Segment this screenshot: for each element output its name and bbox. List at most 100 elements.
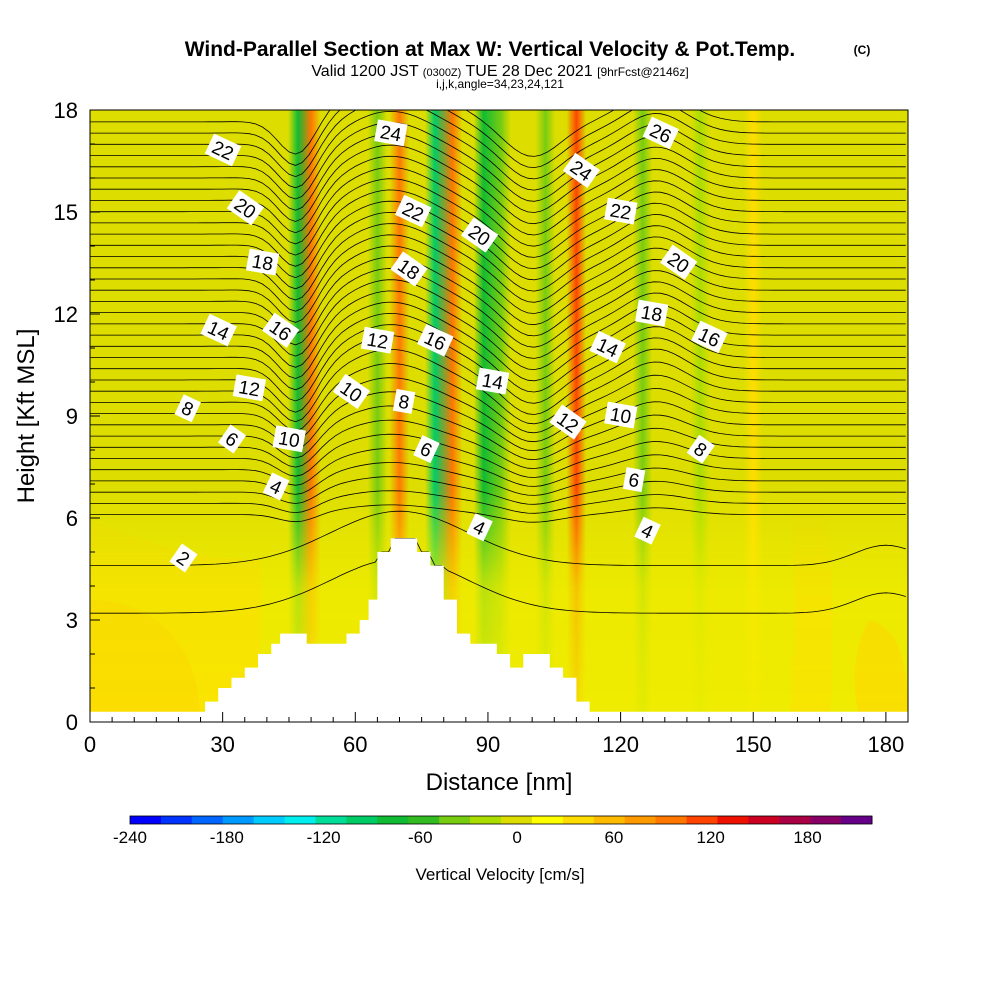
contour-label-text: 10	[277, 428, 301, 452]
contour-label: 4	[634, 516, 661, 545]
contour-label-text: 12	[237, 377, 261, 401]
contour-label: 12	[360, 326, 395, 354]
theta-contour	[90, 510, 906, 566]
contour-label-box	[390, 251, 428, 287]
colorbar-swatch	[191, 816, 224, 824]
contour-label-box	[604, 197, 638, 225]
colorbar-swatch	[655, 816, 687, 824]
colorbar-swatch	[810, 816, 842, 824]
contour-label-box	[226, 190, 264, 226]
contour-label: 10	[272, 425, 306, 452]
contour-label-text: 12	[365, 330, 389, 354]
colorbar-swatch	[346, 816, 378, 824]
contour-label-box	[604, 401, 638, 429]
chart-title: Wind-Parallel Section at Max W: Vertical…	[185, 38, 796, 61]
contour-label-box	[245, 248, 280, 276]
contour-label-box	[622, 467, 646, 493]
contour-label-text: 14	[480, 370, 505, 394]
x-tick-label: 120	[602, 732, 639, 757]
contour-label-box	[200, 313, 237, 347]
colorbar-tick-label: -60	[408, 828, 433, 847]
contour-label-box	[589, 330, 626, 364]
contour-label-box	[174, 394, 201, 423]
subtitle-valid: Valid 1200 JST	[311, 63, 419, 80]
theta-contour	[90, 223, 906, 303]
y-tick-label: 6	[66, 506, 78, 531]
colorbar-swatch	[624, 816, 657, 824]
y-tick-label: 12	[54, 302, 78, 327]
contour-label-box	[686, 434, 715, 464]
contour-label-box	[232, 374, 267, 402]
y-tick-label: 9	[66, 404, 78, 429]
colorbar-swatch	[748, 816, 780, 824]
contour-label-text: 6	[627, 470, 641, 493]
colorbar-swatch	[779, 816, 811, 824]
colorbar-tick-label: 120	[697, 828, 725, 847]
colorbar-swatch	[501, 816, 533, 824]
colorbar-tick-label: 0	[512, 828, 521, 847]
theta-contour	[90, 122, 906, 202]
contour-label-box	[417, 323, 454, 357]
contour-label-box	[413, 435, 440, 464]
theta-contour	[90, 178, 906, 258]
contour-label: 24	[374, 119, 408, 147]
subtitle-indices: i,j,k,angle=34,23,24,121	[436, 77, 564, 91]
colorbar-swatch	[253, 816, 286, 824]
theta-contour	[90, 348, 906, 425]
contour-label-box	[394, 194, 432, 228]
contour-label-box	[332, 373, 371, 409]
x-tick-label: 60	[343, 732, 367, 757]
y-axis-label: Height [Kft MSL]	[13, 329, 40, 504]
colorbar-tick-label: 60	[604, 828, 623, 847]
colorbar-swatch	[439, 816, 471, 824]
theta-contour	[90, 433, 906, 478]
theta-contour	[90, 476, 906, 505]
x-tick-label: 90	[476, 732, 500, 757]
contour-label: 14	[475, 367, 510, 395]
contour-label-box	[217, 424, 247, 454]
colorbar-swatch	[408, 816, 440, 824]
contour-label-box	[360, 326, 395, 354]
contour-label-box	[262, 312, 300, 348]
contour-label: 4	[262, 472, 290, 501]
subtitle-forecast: [9hrFcst@2146z]	[597, 65, 689, 79]
contour-label-box	[262, 472, 290, 501]
theta-contour	[90, 363, 906, 434]
x-tick-label: 180	[868, 732, 905, 757]
contour-label-text: 8	[397, 392, 411, 415]
theta-contour	[90, 256, 906, 337]
subtitle-date: TUE 28 Dec 2021	[465, 63, 592, 80]
chart-subtitle: Valid 1200 JST (0300Z) TUE 28 Dec 2021 […	[311, 63, 688, 80]
colorbar-swatch	[593, 816, 626, 824]
y-axis: 0 3 6 9 12 15 18	[54, 98, 100, 735]
theta-contour	[90, 133, 906, 213]
contour-label-box	[562, 152, 600, 188]
colorbar-swatch	[130, 816, 162, 824]
colorbar: -240 -180 -120 -60 0 60 120 180	[113, 815, 873, 847]
contour-label: 2	[169, 543, 198, 573]
colorbar-swatch	[160, 816, 193, 824]
colorbar-frame	[129, 815, 873, 825]
colorbar-label: Vertical Velocity [cm/s]	[415, 865, 584, 884]
contour-label: 6	[622, 467, 646, 493]
x-axis: 0 30 60 90 120 150 180	[84, 712, 904, 757]
theta-contour	[90, 504, 906, 523]
theta-contour	[90, 391, 906, 452]
colorbar-swatch	[377, 816, 409, 824]
theta-contour	[90, 167, 906, 247]
theta-contour	[90, 211, 906, 292]
theta-contour	[90, 110, 906, 169]
contour-label: 6	[217, 424, 247, 454]
contour-label-text: 18	[639, 302, 663, 326]
colorbar-swatch	[470, 816, 502, 824]
contour-label: 6	[413, 435, 440, 464]
contour-label-box	[466, 513, 493, 542]
x-tick-label: 150	[735, 732, 772, 757]
colorbar-swatch	[222, 816, 255, 824]
y-tick-label: 3	[66, 608, 78, 633]
x-tick-label: 30	[210, 732, 234, 757]
theta-contour	[90, 490, 906, 514]
colorbar-swatch	[686, 816, 718, 824]
